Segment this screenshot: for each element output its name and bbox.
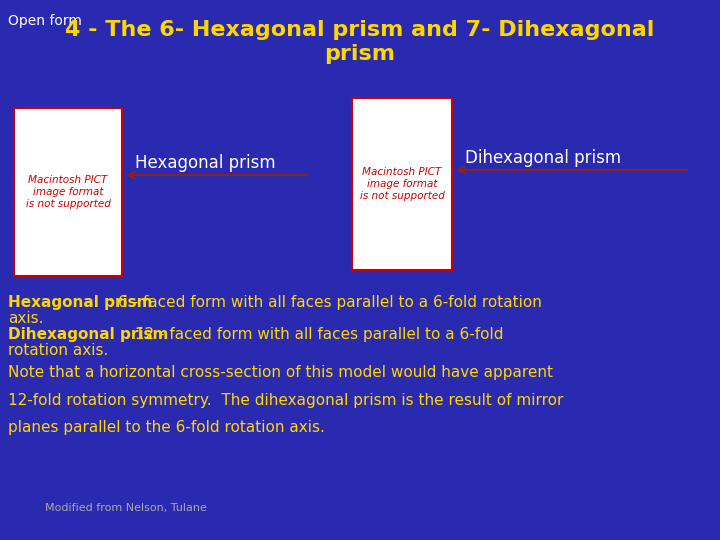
Text: axis.: axis. [8,311,43,326]
Text: Macintosh PICT
image format
is not supported: Macintosh PICT image format is not suppo… [359,167,444,200]
Text: Dihexagonal prism: Dihexagonal prism [465,149,621,167]
Text: : 12 - faced form with all faces parallel to a 6-fold: : 12 - faced form with all faces paralle… [120,327,503,342]
Bar [352,98,452,270]
Text: Macintosh PICT
image format
is not supported: Macintosh PICT image format is not suppo… [26,176,110,208]
Text: planes parallel to the 6-fold rotation axis.: planes parallel to the 6-fold rotation a… [8,420,325,435]
Text: prism: prism [325,44,395,64]
Text: rotation axis.: rotation axis. [8,343,109,358]
Text: Hexagonal prism: Hexagonal prism [135,154,276,172]
Text: 12-fold rotation symmetry.  The dihexagonal prism is the result of mirror: 12-fold rotation symmetry. The dihexagon… [8,393,563,408]
Text: Hexagonal prism: Hexagonal prism [8,295,153,310]
Text: 4 - The 6- Hexagonal prism and 7- Dihexagonal: 4 - The 6- Hexagonal prism and 7- Dihexa… [66,20,654,40]
Text: Dihexagonal prism: Dihexagonal prism [8,327,168,342]
Text: Modified from Nelson, Tulane: Modified from Nelson, Tulane [45,503,207,513]
Bar [14,108,122,276]
Text: Open form: Open form [8,14,82,28]
Text: : 6 - faced form with all faces parallel to a 6-fold rotation: : 6 - faced form with all faces parallel… [103,295,542,310]
Text: Note that a horizontal cross-section of this model would have apparent: Note that a horizontal cross-section of … [8,365,553,380]
